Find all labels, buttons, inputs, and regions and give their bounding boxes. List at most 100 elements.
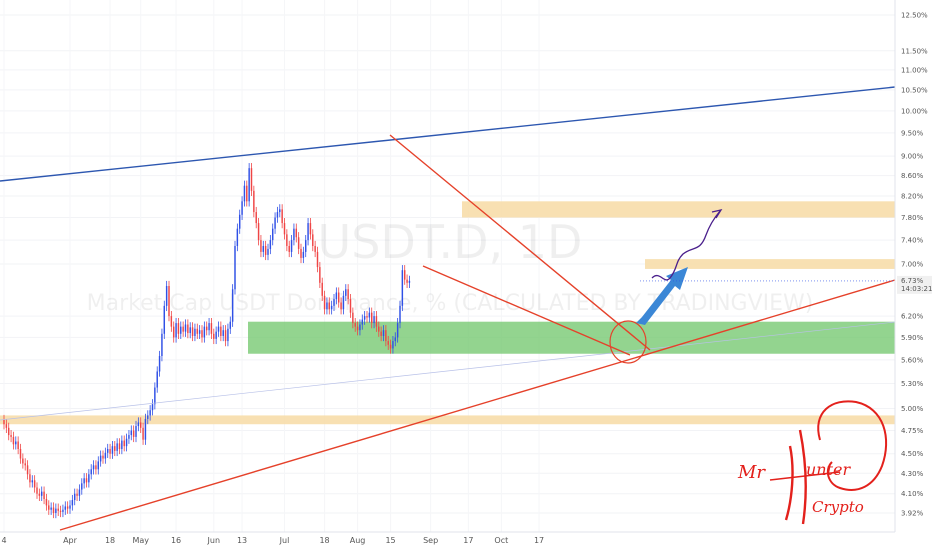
candle-body bbox=[95, 465, 97, 470]
candle-body bbox=[378, 326, 380, 332]
candle-body bbox=[5, 424, 8, 428]
candle-body bbox=[222, 330, 224, 336]
candle-body bbox=[368, 312, 371, 318]
candle-body bbox=[62, 509, 64, 512]
candle-body bbox=[149, 410, 151, 416]
subtitle-watermark: Market Cap USDT Dominance, % (CALCULATED… bbox=[87, 291, 814, 316]
candle-body bbox=[92, 465, 95, 470]
candle-body bbox=[227, 328, 229, 342]
candle-body bbox=[64, 506, 67, 510]
candle-body bbox=[406, 279, 408, 283]
candle-body bbox=[198, 330, 201, 334]
candle-body bbox=[217, 326, 220, 332]
candle-body bbox=[156, 371, 158, 388]
candle-body bbox=[180, 326, 182, 334]
candle-body bbox=[50, 507, 52, 510]
candle-body bbox=[154, 387, 156, 405]
y-tick-label: 10.50% bbox=[901, 86, 928, 94]
x-tick-label: Jun bbox=[207, 536, 221, 545]
candle-body bbox=[356, 326, 359, 331]
candle-body bbox=[121, 440, 123, 449]
candle-body bbox=[304, 240, 307, 252]
y-tick-label: 7.40% bbox=[901, 237, 924, 245]
candle-body bbox=[309, 223, 312, 235]
candle-body bbox=[279, 209, 281, 213]
candle-body bbox=[76, 493, 78, 496]
candle-body bbox=[359, 324, 361, 331]
candle-body bbox=[187, 324, 189, 334]
candle-body bbox=[201, 330, 203, 338]
candle-body bbox=[238, 214, 241, 229]
candle-body bbox=[403, 270, 406, 280]
x-tick-label: May bbox=[132, 536, 149, 545]
candle-body bbox=[97, 461, 100, 470]
y-tick-label: 4.75% bbox=[901, 427, 924, 435]
candle-body bbox=[213, 333, 215, 339]
candle-body bbox=[142, 427, 144, 440]
candle-body bbox=[71, 500, 74, 506]
candle-body bbox=[361, 319, 364, 325]
candle-body bbox=[128, 435, 130, 439]
candle-body bbox=[144, 418, 147, 440]
candle-body bbox=[161, 333, 163, 357]
support-zone-low bbox=[0, 415, 895, 425]
y-tick-label: 9.50% bbox=[901, 129, 924, 137]
candle-body bbox=[88, 474, 90, 483]
candle-body bbox=[314, 245, 316, 252]
candle-body bbox=[260, 240, 262, 252]
signature-text-hunter: unter bbox=[806, 460, 852, 479]
candle-body bbox=[347, 289, 349, 300]
candle-body bbox=[276, 212, 279, 218]
candle-body bbox=[250, 168, 253, 191]
y-tick-label: 8.60% bbox=[901, 172, 924, 180]
candle-body bbox=[33, 480, 36, 488]
x-tick-label: Jul bbox=[279, 536, 290, 545]
candle-body bbox=[52, 507, 55, 513]
candle-body bbox=[288, 245, 290, 252]
signature-crossbar bbox=[769, 471, 841, 481]
candle-body bbox=[78, 489, 81, 496]
candle-body bbox=[90, 469, 92, 475]
candle-body bbox=[380, 331, 382, 336]
candle-body bbox=[132, 430, 135, 437]
candle-body bbox=[328, 302, 331, 310]
candle-body bbox=[271, 228, 274, 241]
candle-body bbox=[194, 328, 196, 336]
candle-body bbox=[321, 282, 323, 296]
candle-body bbox=[73, 493, 76, 501]
candle-body bbox=[55, 508, 57, 513]
x-tick-label: Sep bbox=[423, 536, 438, 545]
candle-body bbox=[283, 223, 286, 235]
candle-body bbox=[208, 323, 210, 331]
watermarks: USDT.D, 1D Market Cap USDT Dominance, % … bbox=[87, 215, 814, 316]
projection-arrowhead bbox=[711, 209, 723, 219]
y-tick-label: 8.20% bbox=[901, 193, 924, 201]
candle-body bbox=[158, 356, 161, 372]
candle-body bbox=[297, 237, 300, 249]
candle-body bbox=[382, 330, 385, 336]
candle-body bbox=[408, 280, 411, 283]
candle-body bbox=[191, 327, 194, 336]
candle-body bbox=[203, 326, 206, 338]
x-tick-label: 4 bbox=[1, 536, 6, 545]
candle-body bbox=[366, 316, 368, 318]
candle-body bbox=[81, 483, 83, 490]
candle-body bbox=[175, 323, 177, 338]
breakout-circle bbox=[609, 320, 647, 364]
channel-line-faint bbox=[0, 321, 896, 421]
candle-body bbox=[316, 251, 319, 268]
x-tick-label: 17 bbox=[534, 536, 544, 545]
x-tick-label: 16 bbox=[171, 536, 181, 545]
y-tick-label: 5.00% bbox=[901, 405, 924, 413]
candle-body bbox=[312, 234, 314, 246]
y-tick-label: 11.00% bbox=[901, 66, 928, 74]
candle-body bbox=[323, 295, 326, 310]
candle-body bbox=[248, 168, 250, 202]
candle-body bbox=[293, 228, 295, 241]
y-tick-label: 5.60% bbox=[901, 356, 924, 364]
candle-body bbox=[394, 337, 397, 342]
